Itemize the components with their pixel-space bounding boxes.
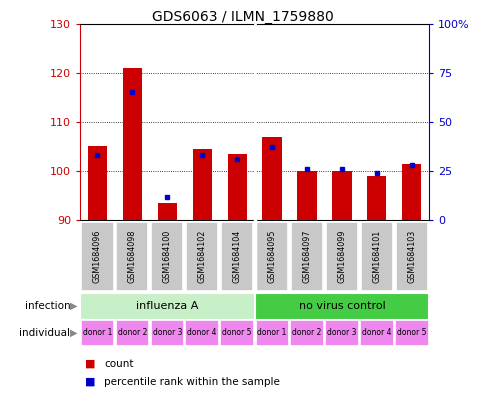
Text: GSM1684095: GSM1684095: [267, 230, 276, 283]
Bar: [221, 222, 253, 291]
Bar: [227, 154, 246, 220]
Text: GSM1684099: GSM1684099: [337, 230, 346, 283]
Text: donor 3: donor 3: [152, 329, 182, 337]
Bar: [395, 222, 427, 291]
Bar: [401, 163, 421, 220]
Bar: [80, 293, 254, 320]
Text: donor 2: donor 2: [118, 329, 147, 337]
Text: GSM1684097: GSM1684097: [302, 230, 311, 283]
Bar: [255, 320, 288, 346]
Bar: [254, 293, 428, 320]
Bar: [157, 203, 177, 220]
Bar: [394, 320, 428, 346]
Text: GSM1684103: GSM1684103: [407, 230, 415, 283]
Text: GDS6063 / ILMN_1759880: GDS6063 / ILMN_1759880: [151, 10, 333, 24]
Text: count: count: [104, 359, 134, 369]
Bar: [290, 222, 322, 291]
Text: ▶: ▶: [70, 301, 77, 311]
Text: no virus control: no virus control: [298, 301, 384, 311]
Text: GSM1684100: GSM1684100: [163, 230, 171, 283]
Bar: [88, 146, 107, 220]
Bar: [151, 222, 183, 291]
Bar: [186, 222, 218, 291]
Bar: [115, 320, 149, 346]
Bar: [185, 320, 219, 346]
Text: donor 3: donor 3: [327, 329, 356, 337]
Bar: [192, 149, 212, 220]
Text: donor 5: donor 5: [222, 329, 251, 337]
Bar: [366, 176, 386, 220]
Bar: [220, 320, 254, 346]
Text: GSM1684101: GSM1684101: [372, 230, 380, 283]
Bar: [80, 320, 114, 346]
Text: ■: ■: [85, 359, 95, 369]
Text: ▶: ▶: [70, 328, 77, 338]
Bar: [116, 222, 148, 291]
Text: donor 1: donor 1: [257, 329, 286, 337]
Text: individual: individual: [19, 328, 70, 338]
Text: ■: ■: [85, 376, 95, 387]
Text: percentile rank within the sample: percentile rank within the sample: [104, 376, 280, 387]
Text: donor 1: donor 1: [83, 329, 112, 337]
Text: GSM1684096: GSM1684096: [93, 230, 102, 283]
Text: influenza A: influenza A: [136, 301, 198, 311]
Bar: [359, 320, 393, 346]
Text: GSM1684104: GSM1684104: [232, 230, 241, 283]
Bar: [324, 320, 358, 346]
Text: GSM1684098: GSM1684098: [128, 230, 136, 283]
Bar: [297, 171, 316, 220]
Text: donor 2: donor 2: [292, 329, 321, 337]
Bar: [262, 136, 281, 220]
Bar: [81, 222, 113, 291]
Text: donor 4: donor 4: [187, 329, 216, 337]
Text: donor 4: donor 4: [362, 329, 391, 337]
Bar: [150, 320, 184, 346]
Text: donor 5: donor 5: [396, 329, 425, 337]
Bar: [122, 68, 142, 220]
Bar: [256, 222, 287, 291]
Text: infection: infection: [25, 301, 70, 311]
Bar: [360, 222, 392, 291]
Bar: [289, 320, 323, 346]
Text: GSM1684102: GSM1684102: [197, 230, 206, 283]
Bar: [325, 222, 357, 291]
Bar: [332, 171, 351, 220]
